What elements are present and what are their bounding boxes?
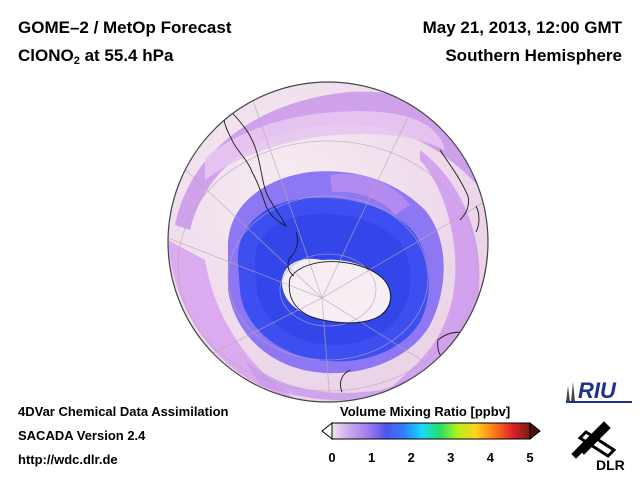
colorbar-tick-label: 5 bbox=[526, 450, 533, 465]
vortex-inner-pocket bbox=[330, 173, 410, 215]
footer-url[interactable]: http://wdc.dlr.de bbox=[18, 452, 118, 467]
south-america-coast bbox=[223, 107, 288, 228]
field-band-right bbox=[380, 150, 480, 398]
colorbar-tick-label: 4 bbox=[487, 450, 495, 465]
hemisphere-label: Southern Hemisphere bbox=[445, 46, 622, 65]
species-subscript: 2 bbox=[73, 55, 80, 67]
colorbar: 0 1 2 3 4 5 bbox=[321, 421, 541, 465]
dlr-logo: DLR bbox=[571, 421, 625, 473]
footer-version: SACADA Version 2.4 bbox=[18, 428, 146, 443]
species-level-label: ClONO2 at 55.4 hPa bbox=[18, 46, 173, 67]
antarctic-peninsula bbox=[287, 231, 299, 277]
colorbar-tick-label: 3 bbox=[447, 450, 454, 465]
africa-coast bbox=[439, 149, 469, 221]
colorbar-tick-label: 2 bbox=[408, 450, 415, 465]
colorbar-gradient bbox=[331, 422, 531, 440]
antarctica-core bbox=[282, 258, 391, 323]
colorbar-high-arrow bbox=[529, 421, 541, 441]
dlr-logo-text: DLR bbox=[596, 457, 625, 473]
pressure-level: at 55.4 hPa bbox=[79, 46, 174, 65]
colorbar-title: Volume Mixing Ratio [ppbv] bbox=[340, 404, 511, 419]
colorbar-low-arrow bbox=[321, 421, 333, 441]
field-band-upper bbox=[205, 111, 445, 180]
nz-coast bbox=[339, 369, 351, 393]
madagascar-coast bbox=[475, 205, 480, 233]
species-name: ClONO bbox=[18, 46, 74, 65]
colorbar-tick-label: 1 bbox=[368, 450, 375, 465]
field-band-left bbox=[168, 240, 300, 402]
riu-logo-text: RIU bbox=[578, 378, 617, 403]
footer-assimilation: 4DVar Chemical Data Assimilation bbox=[18, 404, 229, 419]
antarctica-coast bbox=[288, 261, 392, 324]
riu-logo: RIU bbox=[566, 378, 632, 403]
colorbar-tick-label: 0 bbox=[328, 450, 335, 465]
forecast-datetime: May 21, 2013, 12:00 GMT bbox=[422, 18, 622, 37]
map-title: GOME–2 / MetOp Forecast bbox=[18, 18, 232, 37]
